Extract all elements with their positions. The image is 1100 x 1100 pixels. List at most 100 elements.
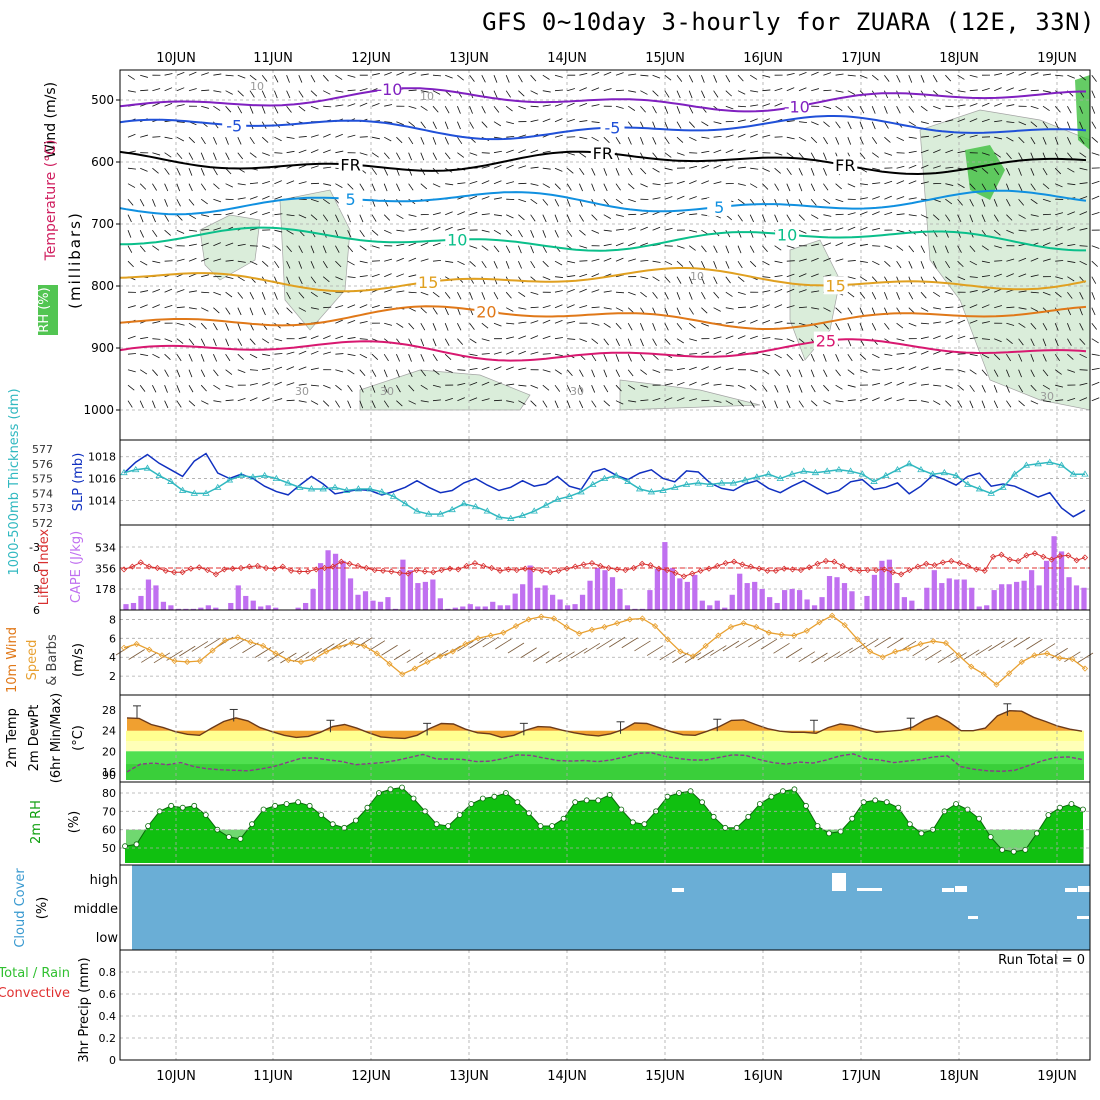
- wind-barb: [1018, 384, 1024, 393]
- wind-barb: [774, 304, 783, 309]
- wind-barb: [579, 273, 588, 278]
- wind-barb: [823, 183, 829, 191]
- wind-barb: [506, 149, 514, 154]
- rh-marker: [803, 802, 809, 809]
- wind-barb: [274, 106, 279, 114]
- thickness-marker: [577, 488, 585, 495]
- lifted-index-marker: [705, 565, 713, 572]
- wind-speed-marker: [550, 615, 557, 622]
- wind-barb: [688, 121, 695, 128]
- wind-barb: [298, 366, 307, 371]
- wind-barb: [981, 304, 990, 309]
- rh-marker: [352, 817, 359, 824]
- wind-barb: [933, 321, 942, 324]
- wind-barb: [359, 304, 368, 309]
- wind-barb: [176, 214, 183, 221]
- wind-barb: [359, 183, 365, 191]
- ylabel-rh-units: (%): [67, 811, 82, 834]
- cape-bar: [1036, 585, 1042, 610]
- wind-barb: [640, 242, 649, 247]
- wind-barb: [383, 168, 389, 176]
- wind-tick-label: 4: [109, 651, 116, 664]
- wind-barb: [359, 353, 368, 359]
- wind-barb: [591, 121, 600, 123]
- lifted-index-marker: [847, 566, 855, 573]
- wind-barb: [286, 307, 293, 314]
- wind-barb: [945, 245, 949, 254]
- wind-barb: [1067, 276, 1075, 282]
- wind-barb: [445, 398, 453, 402]
- wind-barb: [823, 168, 827, 176]
- wind-barb: [298, 336, 307, 340]
- cloud-level-label: high: [90, 873, 118, 888]
- wind-barb: [469, 260, 476, 267]
- wind-speed-marker: [487, 632, 494, 639]
- wind-barb: [493, 197, 502, 200]
- wind-barb: [1018, 229, 1027, 232]
- wind-barb: [322, 198, 330, 205]
- wind-barb: [981, 245, 989, 251]
- wind-barb: [786, 72, 795, 76]
- wind-barb: [225, 242, 234, 247]
- wind-barb: [359, 245, 367, 251]
- wind-barb: [774, 152, 783, 156]
- wind-barb: [347, 276, 356, 278]
- wind-barb: [603, 338, 609, 346]
- wind-barb: [993, 369, 999, 377]
- wind-barb: [750, 305, 759, 309]
- wind-barb: [347, 183, 354, 190]
- wind-barb: [579, 229, 586, 236]
- wind-barb: [640, 226, 648, 231]
- wind-barb: [506, 135, 515, 138]
- wind-barb: [872, 167, 881, 171]
- wind-barb: [627, 323, 633, 331]
- wind-barb: [444, 152, 451, 160]
- wind-barb: [640, 90, 648, 95]
- rh-marker: [872, 797, 879, 804]
- wind-barb: [1055, 399, 1064, 402]
- lifted-index-marker: [346, 560, 353, 567]
- thickness-marker: [366, 485, 374, 492]
- wind-barb: [762, 353, 771, 357]
- wind-barb: [762, 337, 771, 340]
- cape-bar: [250, 600, 256, 610]
- day-label-bottom: 13JUN: [449, 1069, 489, 1084]
- wind-speed-marker: [411, 665, 418, 672]
- wind-barb: [310, 350, 319, 355]
- wind-barb: [505, 245, 511, 253]
- wind-barb: [432, 291, 440, 298]
- wind-barb: [225, 338, 230, 347]
- wind-barb: [810, 384, 816, 393]
- wind-barb: [335, 384, 342, 391]
- thickness-marker: [1034, 460, 1042, 467]
- thickness-marker: [1081, 470, 1089, 477]
- wind-barb: [1079, 121, 1084, 130]
- wind-barb: [1018, 198, 1025, 206]
- wind-speed-marker: [146, 646, 153, 653]
- wind-barb: [249, 397, 258, 402]
- wind-barb: [896, 90, 900, 99]
- rh-legend-swatch: [38, 285, 58, 335]
- wind-barb: [1091, 307, 1096, 316]
- cape-bar: [587, 580, 593, 610]
- cape-bar: [535, 587, 541, 610]
- wind-barb-10m: [141, 652, 158, 663]
- ylabel-10m-wind: 10m Wind: [5, 627, 20, 693]
- wind-barb-10m: [533, 651, 550, 662]
- thickness-line: [123, 461, 1085, 520]
- wind-barb: [152, 400, 156, 409]
- rh-marker: [906, 821, 913, 828]
- cape-bar: [138, 595, 144, 610]
- rh-marker: [768, 793, 775, 800]
- wind-barb: [859, 137, 864, 145]
- lifted-index-marker: [831, 558, 838, 565]
- lifted-index-marker: [388, 568, 395, 575]
- rh-fill: [125, 787, 1083, 863]
- cape-bar: [340, 560, 346, 610]
- wind-barb: [530, 400, 537, 407]
- thickness-marker: [893, 465, 902, 473]
- wind-barb: [884, 397, 892, 402]
- wind-barb: [1018, 152, 1023, 160]
- wind-barb: [139, 369, 148, 375]
- wind-barb: [981, 214, 986, 223]
